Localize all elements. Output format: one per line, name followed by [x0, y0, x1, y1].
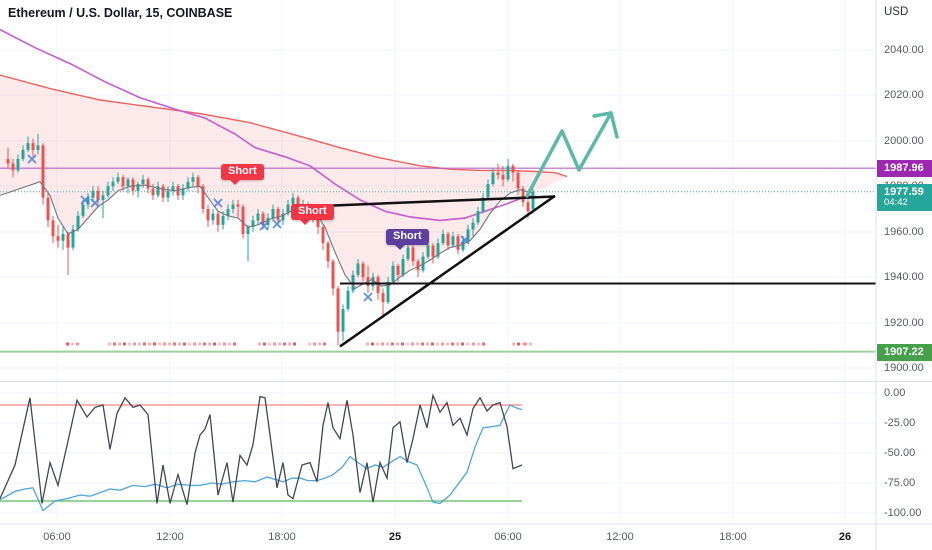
- time-axis-tick: 25: [388, 531, 402, 543]
- last-price-value: 1977.59: [884, 186, 924, 198]
- ma-ribbon-cloud: [0, 28, 568, 289]
- price-axis-tick: -75.00: [884, 477, 916, 489]
- price-axis-tick: 1900.00: [884, 362, 924, 374]
- x-mark-icon: [272, 219, 282, 229]
- oscillator-fast-line: [0, 393, 523, 505]
- x-mark-icon: [80, 195, 90, 205]
- x-mark-icon: [460, 235, 470, 245]
- time-axis-tick: 18:00: [268, 531, 296, 543]
- price-axis-tick: -100.00: [884, 507, 922, 519]
- pennant-trendline-2: [296, 195, 556, 209]
- short-position-badge-2[interactable]: Short: [291, 204, 334, 225]
- price-axis-tick: 1940.00: [884, 271, 924, 283]
- time-axis-tick: 18:00: [719, 531, 747, 543]
- oscillator-pane: [0, 393, 523, 512]
- support-level-price-badge: 1907.22: [877, 344, 932, 361]
- projection-arrow-drawing[interactable]: [525, 111, 619, 198]
- purple-level-price: 1987.96: [884, 162, 924, 174]
- short-position-badge-3[interactable]: Short: [386, 229, 429, 250]
- time-axis-tick: 12:00: [606, 531, 634, 543]
- currency-label: USD: [884, 6, 909, 18]
- time-axis-tick: 06:00: [494, 531, 522, 543]
- oscillator-slow-line: [0, 404, 523, 512]
- price-axis-tick: 2020.00: [884, 89, 924, 101]
- x-mark-icon: [363, 292, 373, 302]
- support-level-price: 1907.22: [884, 346, 924, 358]
- grid-lines: [0, 0, 876, 524]
- price-axis-tick: -25.00: [884, 417, 916, 429]
- time-axis-tick: 12:00: [156, 531, 184, 543]
- short-badge-label: Short: [298, 205, 327, 217]
- x-mark-icon: [90, 198, 100, 208]
- price-axis-tick: 1960.00: [884, 226, 924, 238]
- last-price-badge: 1977.59 04:42: [877, 184, 932, 211]
- short-badge-label: Short: [228, 165, 257, 177]
- price-axis-tick: 1920.00: [884, 317, 924, 329]
- time-axis-tick: 26: [838, 531, 852, 543]
- x-mark-icon: [213, 198, 223, 208]
- price-axis-tick: -50.00: [884, 447, 916, 459]
- slow-ma-line: [0, 74, 568, 178]
- bar-countdown: 04:42: [884, 197, 908, 208]
- x-mark-icon: [259, 221, 269, 231]
- price-axis-tick: 2040.00: [884, 44, 924, 56]
- time-axis[interactable]: 06:00 12:00 18:00 25 06:00 12:00 18:00 26: [0, 526, 932, 550]
- price-axis-tick: 0.00: [884, 387, 906, 399]
- symbol-title: Ethereum / U.S. Dollar, 15, COINBASE: [8, 6, 233, 20]
- pennant-trendline-1: [339, 194, 556, 348]
- closed-trade-x-marks: [27, 154, 470, 302]
- candlestick-series: [6, 134, 535, 346]
- horizontal-levels: [0, 167, 876, 353]
- price-axis[interactable]: USD 1987.96 1977.59 04:42 1907.22 2040.0…: [877, 0, 932, 550]
- short-position-badge-1[interactable]: Short: [221, 164, 264, 185]
- price-axis-tick: 2000.00: [884, 135, 924, 147]
- short-badge-label: Short: [393, 230, 422, 242]
- signal-dash-row: [66, 342, 532, 346]
- x-mark-icon: [27, 154, 37, 164]
- time-axis-tick: 06:00: [43, 531, 71, 543]
- trendline-drawings[interactable]: [296, 194, 876, 348]
- purple-level-price-badge: 1987.96: [877, 160, 932, 177]
